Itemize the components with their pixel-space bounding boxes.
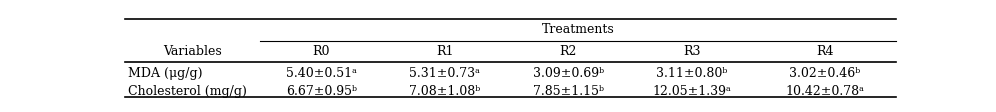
Text: Treatments: Treatments <box>542 23 615 36</box>
Text: 5.40±0.51ᵃ: 5.40±0.51ᵃ <box>286 67 357 80</box>
Text: 7.85±1.15ᵇ: 7.85±1.15ᵇ <box>533 85 604 98</box>
Text: Cholesterol (mg/g): Cholesterol (mg/g) <box>128 85 247 98</box>
Text: 12.05±1.39ᵃ: 12.05±1.39ᵃ <box>652 85 731 98</box>
Text: R2: R2 <box>560 45 577 58</box>
Text: 7.08±1.08ᵇ: 7.08±1.08ᵇ <box>409 85 480 98</box>
Text: 5.31±0.73ᵃ: 5.31±0.73ᵃ <box>409 67 480 80</box>
Text: MDA (μg/g): MDA (μg/g) <box>128 67 203 80</box>
Text: R3: R3 <box>683 45 700 58</box>
Text: 6.67±0.95ᵇ: 6.67±0.95ᵇ <box>286 85 357 98</box>
Text: 10.42±0.78ᵃ: 10.42±0.78ᵃ <box>786 85 865 98</box>
Text: 3.02±0.46ᵇ: 3.02±0.46ᵇ <box>790 67 861 80</box>
Text: R1: R1 <box>436 45 453 58</box>
Text: 3.09±0.69ᵇ: 3.09±0.69ᵇ <box>533 67 604 80</box>
Text: 3.11±0.80ᵇ: 3.11±0.80ᵇ <box>656 67 727 80</box>
Text: Variables: Variables <box>162 45 221 58</box>
Text: R0: R0 <box>313 45 330 58</box>
Text: R4: R4 <box>817 45 834 58</box>
